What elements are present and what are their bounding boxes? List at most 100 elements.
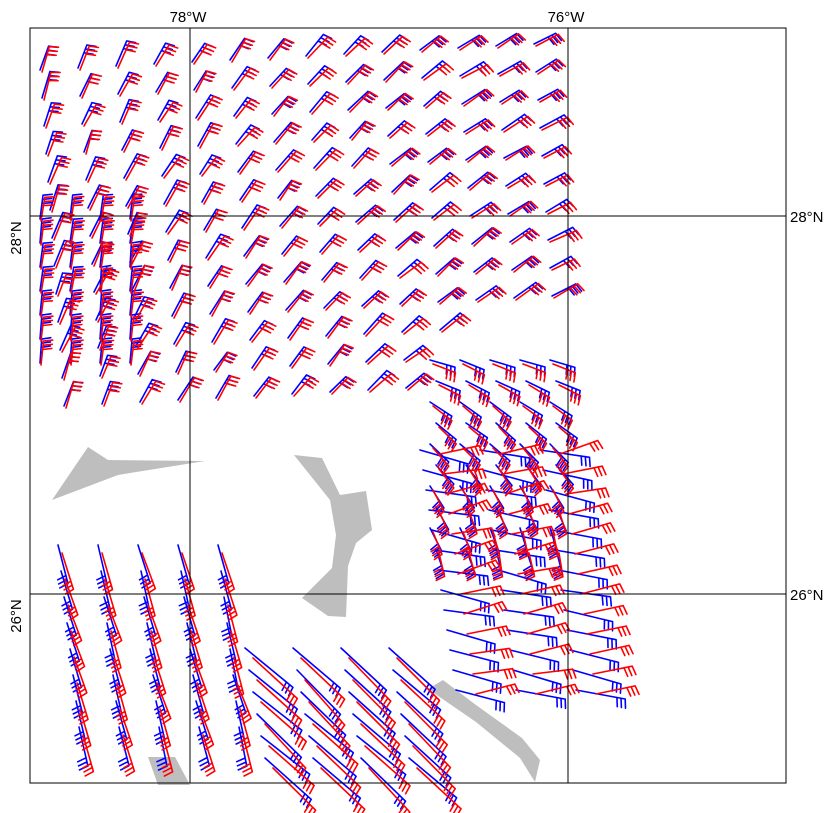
wind-barb (435, 229, 464, 249)
wind-barb (522, 405, 544, 430)
wind-barb (383, 35, 411, 55)
wind-barb (445, 482, 490, 495)
wind-barb (404, 701, 448, 754)
wind-barb (368, 767, 411, 813)
wind-barb (85, 156, 106, 181)
wind-barb (320, 767, 366, 813)
wind-barb (385, 61, 414, 83)
latitude-label-left: 28°N (8, 221, 25, 255)
wind-barb (41, 45, 60, 73)
land-andros-south (148, 757, 190, 785)
wind-barb (492, 363, 517, 383)
wind-barb (233, 67, 260, 91)
wind-barb (236, 682, 252, 725)
wind-barb (432, 405, 453, 430)
wind-barb (440, 589, 490, 614)
wind-barb (70, 220, 86, 246)
wind-barb (193, 43, 217, 65)
wind-barb (511, 228, 540, 245)
wind-barb (421, 35, 449, 53)
wind-barb (526, 510, 539, 540)
wind-barb (243, 205, 270, 231)
wind-barb (401, 289, 428, 307)
wind-barb (519, 443, 540, 471)
wind-barb (147, 604, 162, 647)
wind-barb (100, 243, 115, 270)
wind-barb (355, 179, 382, 197)
wind-barb (442, 468, 487, 480)
wind-barb (53, 212, 75, 241)
wind-barb (245, 235, 270, 259)
wind-barb (555, 422, 578, 448)
wind-barb (497, 33, 527, 49)
wind-barb (211, 290, 236, 317)
wind-barb (446, 629, 496, 654)
wind-barb (520, 584, 565, 597)
wind-barb (441, 314, 472, 333)
wind-barb (109, 630, 122, 673)
wind-barb (130, 267, 145, 294)
wind-barb (477, 286, 507, 303)
wind-barb (551, 258, 581, 271)
wind-barb (167, 211, 193, 235)
wind-barb (393, 174, 420, 195)
wind-barb (503, 115, 536, 133)
wind-barb (462, 447, 481, 474)
wind-barb (70, 315, 84, 342)
wind-barb (360, 723, 406, 774)
wind-barb (431, 174, 462, 193)
wind-barb (325, 315, 351, 337)
wind-barb (273, 121, 300, 143)
wind-barb (502, 466, 547, 478)
wind-barb (287, 289, 314, 313)
wind-barb (399, 261, 429, 279)
wind-barb (532, 668, 577, 680)
wind-barb (193, 656, 208, 699)
wind-barb (99, 288, 112, 316)
wind-barb (492, 447, 511, 474)
wind-barb (269, 38, 295, 61)
wind-barb (329, 343, 354, 367)
wind-barb (558, 384, 582, 406)
wind-barb (103, 381, 123, 407)
wind-barb (351, 121, 376, 141)
wind-barb (207, 235, 234, 261)
wind-barb (432, 363, 457, 383)
wind-barb (395, 203, 424, 223)
wind-barb (559, 439, 604, 455)
wind-barb (547, 531, 559, 561)
wind-barb (465, 380, 490, 403)
wind-barb (64, 578, 79, 621)
wind-barb (235, 98, 260, 119)
wind-barb (165, 209, 189, 233)
wind-barb (67, 604, 83, 647)
wind-barb (217, 375, 241, 401)
wind-barb (113, 656, 127, 699)
wind-barb (279, 179, 303, 201)
wind-barb (541, 143, 570, 157)
wind-barb (577, 564, 622, 577)
wind-barb (40, 268, 56, 294)
wind-barb (515, 689, 567, 710)
wind-barb (327, 316, 353, 339)
wind-barb (197, 95, 223, 121)
wind-barb (70, 195, 85, 222)
wind-barb (466, 625, 511, 637)
wind-barb (551, 548, 564, 580)
wind-barb (177, 351, 198, 375)
wind-barb (159, 101, 183, 123)
wind-barb (432, 548, 445, 580)
wind-barb (539, 89, 568, 103)
wind-barb (468, 384, 491, 408)
wind-barb (130, 315, 144, 342)
wind-barb (115, 40, 137, 67)
wind-barb (199, 708, 215, 751)
wind-barb (542, 469, 593, 491)
wind-barb (129, 265, 143, 292)
wind-barb (141, 380, 166, 405)
wind-barb (161, 734, 174, 777)
wind-barb (281, 206, 309, 229)
wind-barb (521, 489, 534, 519)
wind-barb (241, 734, 254, 777)
wind-barb (405, 372, 433, 389)
